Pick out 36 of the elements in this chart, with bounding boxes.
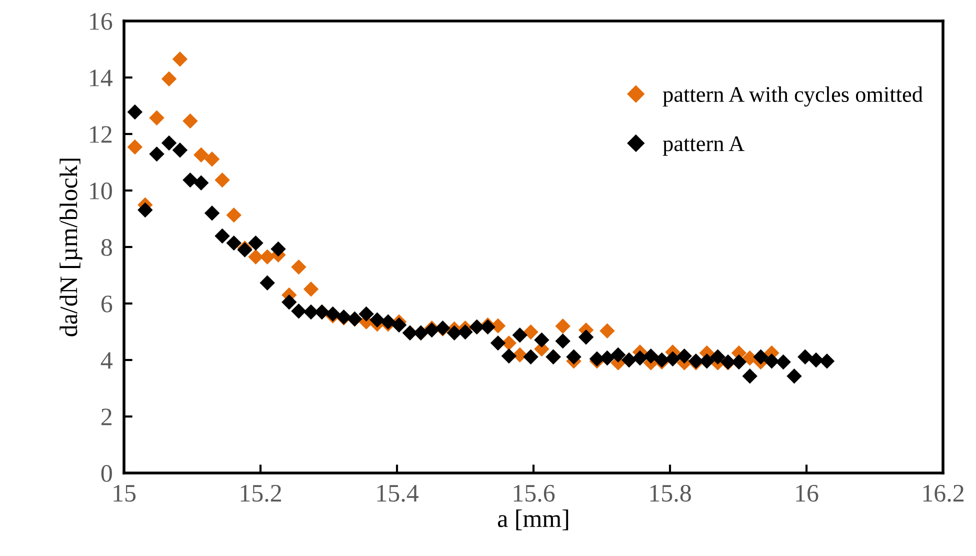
point	[149, 110, 164, 126]
point	[248, 249, 264, 264]
point	[260, 249, 275, 264]
point	[127, 139, 143, 155]
x-tick-label: 15.4	[377, 484, 418, 502]
y-tick-label: 6	[101, 296, 112, 312]
point	[226, 207, 242, 223]
y-axis-title: da/dN [µm/block]	[60, 158, 82, 336]
y-tick-label: 2	[101, 408, 112, 426]
x-tick-label: 15	[114, 484, 136, 502]
point	[523, 324, 538, 340]
x-tick-label: 15.8	[650, 484, 691, 502]
x-axis-title: a [mm]	[498, 510, 568, 530]
x-tick-label: 15.6	[514, 484, 555, 502]
x-tick-label: 15.2	[240, 484, 281, 502]
point	[172, 52, 188, 67]
point	[555, 318, 570, 334]
point	[182, 113, 198, 129]
y-tick-label: 10	[90, 182, 112, 200]
point	[600, 323, 615, 339]
point	[204, 152, 220, 167]
legend-label: pattern A with cycles omitted	[662, 86, 923, 107]
x-tick-label: 16	[796, 484, 818, 502]
y-tick-label: 14	[90, 70, 112, 86]
point	[291, 259, 306, 275]
legend-label: pattern A	[662, 136, 744, 156]
y-tick-label: 0	[101, 465, 112, 482]
point	[214, 172, 230, 188]
y-tick-label: 8	[101, 239, 112, 256]
point	[303, 281, 319, 297]
x-tick-label: 16.2	[923, 484, 964, 502]
point	[161, 71, 177, 87]
point	[194, 147, 209, 163]
y-tick-label: 12	[90, 126, 112, 143]
y-tick-label: 16	[90, 13, 112, 30]
y-tick-label: 4	[100, 352, 112, 369]
